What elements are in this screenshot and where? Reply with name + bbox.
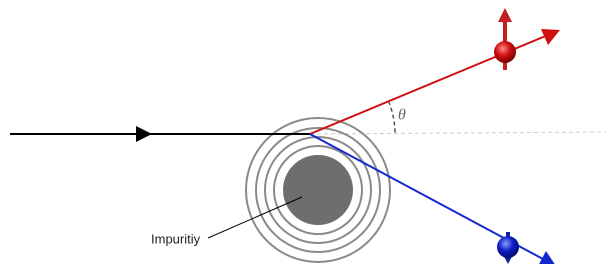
spin-up-particle — [494, 41, 516, 63]
impurity-label: Impuritiy — [151, 231, 201, 246]
spin-up-head — [498, 8, 512, 22]
reference-line — [310, 132, 606, 134]
label-leader — [208, 197, 302, 238]
angle-label: θ — [398, 107, 406, 124]
spin-down-particle — [497, 236, 519, 258]
incoming-arrow — [136, 126, 152, 142]
diagram: θ Impuritiy — [0, 0, 606, 264]
angle-arc — [389, 101, 396, 134]
impurity-core — [283, 155, 353, 225]
